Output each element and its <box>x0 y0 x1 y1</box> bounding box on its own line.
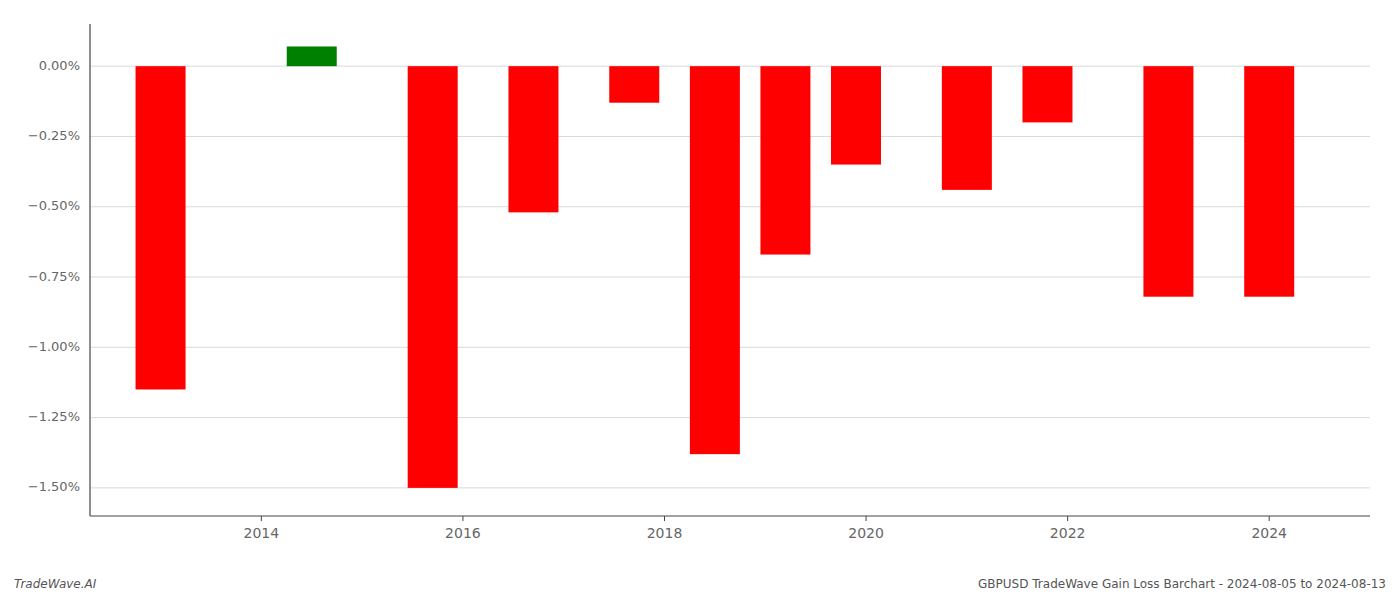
chart-container: 0.00% −0.25% −0.50% −0.75% −1.00% −1.25% −1.50… <box>0 0 1400 600</box>
bar <box>508 66 558 212</box>
y-tick-label: −1.00% <box>28 339 80 354</box>
x-tick-label: 2020 <box>848 525 884 541</box>
x-tick <box>1067 516 1068 521</box>
x-axis-line <box>90 515 1370 516</box>
bar <box>690 66 740 454</box>
x-tick-label: 2018 <box>647 525 683 541</box>
footer-right: GBPUSD TradeWave Gain Loss Barchart - 20… <box>978 577 1386 591</box>
x-ticks: 2014 2016 2018 2020 2022 2024 <box>244 516 1288 541</box>
footer-left: TradeWave.AI <box>14 577 97 591</box>
y-tick-label: −0.50% <box>28 198 80 213</box>
bar <box>1244 66 1294 297</box>
bar <box>760 66 810 254</box>
y-grid <box>90 66 1370 488</box>
x-tick-label: 2024 <box>1251 525 1287 541</box>
bar <box>287 46 337 66</box>
y-tick-labels: 0.00% −0.25% −0.50% −0.75% −1.00% −1.25% −1.50… <box>28 58 80 495</box>
y-tick-label: −1.25% <box>28 409 80 424</box>
x-tick <box>261 516 262 521</box>
chart-svg: 0.00% −0.25% −0.50% −0.75% −1.00% −1.25% −1.50… <box>0 0 1400 600</box>
x-tick <box>866 516 867 521</box>
y-tick-label: 0.00% <box>39 58 80 73</box>
bar <box>136 66 186 389</box>
y-tick-label: −0.25% <box>28 128 80 143</box>
x-tick-label: 2016 <box>445 525 481 541</box>
bar <box>609 66 659 103</box>
y-tick-label: −1.50% <box>28 479 80 494</box>
y-tick-label: −0.75% <box>28 269 80 284</box>
grid-line <box>90 487 1370 488</box>
x-tick <box>462 516 463 521</box>
bar <box>408 66 458 488</box>
y-axis-line <box>89 24 90 516</box>
x-tick <box>664 516 665 521</box>
x-tick <box>1269 516 1270 521</box>
bar <box>1143 66 1193 297</box>
bars <box>136 46 1295 487</box>
bar <box>831 66 881 164</box>
bar <box>1022 66 1072 122</box>
x-tick-label: 2014 <box>244 525 280 541</box>
x-tick-label: 2022 <box>1050 525 1086 541</box>
bar <box>942 66 992 190</box>
